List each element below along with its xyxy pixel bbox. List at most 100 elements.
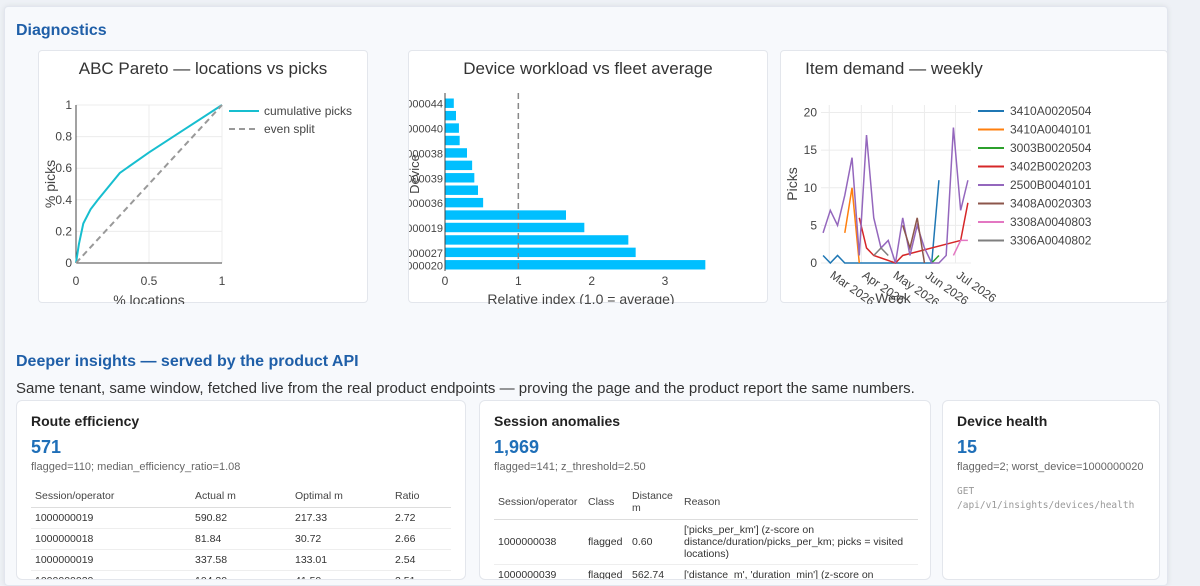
y-axis-label: Device — [409, 154, 422, 194]
optimal-cell: 30.72 — [291, 528, 391, 550]
session-cell: 1000000019 — [31, 507, 191, 529]
optimal-cell: 41.50 — [291, 570, 391, 579]
device-health-endpoint: GET /api/v1/insights/devices/health — [957, 486, 1135, 511]
y-tick-label: 0.6 — [55, 161, 72, 175]
legend-label: 3402B0020203 — [1010, 160, 1092, 174]
y-tick-label: 15 — [804, 143, 818, 157]
workload-chart-title: Device workload vs fleet average — [463, 59, 713, 78]
y-tick-label: 0.4 — [55, 193, 72, 207]
workload-bar — [445, 173, 475, 183]
y-axis-label: Picks — [784, 167, 800, 200]
route-efficiency-table: Session/operator Actual m Optimal m Rati… — [31, 485, 451, 579]
workload-bar — [445, 135, 460, 146]
x-axis-label: Week — [875, 290, 912, 304]
table-row: 1000000019 337.58 133.01 2.54 — [31, 549, 451, 571]
series-line — [952, 239, 968, 256]
pareto-chart-title: ABC Pareto — locations vs picks — [78, 59, 328, 78]
ratio-cell: 2.66 — [391, 528, 451, 550]
device-health-panel: Device health 15 flagged=2; worst_device… — [942, 400, 1160, 580]
y-tick-label: 000020 — [409, 260, 443, 272]
session-anomalies-panel: Session anomalies 1,969 flagged=141; z_t… — [479, 400, 931, 580]
actual-cell: 81.84 — [191, 528, 291, 550]
y-tick-label: 000036 — [409, 198, 443, 210]
series-line — [873, 246, 889, 256]
column-header: Optimal m — [291, 485, 391, 508]
actual-cell: 590.82 — [191, 507, 291, 529]
workload-bar — [445, 148, 467, 158]
insights-lead-text: Same tenant, same window, fetched live f… — [16, 380, 915, 397]
y-tick-label: 000039 — [409, 173, 443, 185]
x-axis-label: % locations — [113, 292, 185, 304]
column-header: Ratio — [391, 485, 451, 508]
table-row: 1000000038 flagged 0.60 ['picks_per_km']… — [494, 519, 918, 565]
session-anomalies-table: Session/operator Class Distance m Reason… — [494, 485, 918, 579]
legend-label: cumulative picks — [264, 104, 352, 118]
workload-bar — [445, 123, 459, 133]
y-tick-label: 0 — [810, 256, 817, 270]
y-tick-label: 20 — [804, 106, 818, 120]
series-line — [902, 217, 926, 264]
workload-bar — [445, 98, 454, 108]
y-tick-label: 1 — [65, 98, 72, 112]
pareto-chart-card: ABC Pareto — locations vs picks 0 0.5 1 0 0.… — [38, 50, 368, 304]
session-anomalies-meta: flagged=141; z_threshold=2.50 — [494, 461, 646, 473]
table-row: 1000000019 590.82 217.33 2.72 — [31, 507, 451, 529]
y-tick-label: 0.2 — [55, 224, 72, 238]
series-line — [844, 187, 861, 264]
workload-bar — [445, 260, 706, 270]
table-row: 1000000020 104.30 41.50 2.51 — [31, 570, 451, 579]
session-anomalies-title: Session anomalies — [494, 413, 621, 429]
x-tick-label: 2 — [588, 274, 595, 288]
series-line — [75, 104, 223, 264]
table-header-row: Session/operator Class Distance m Reason — [494, 485, 918, 520]
y-tick-label: 10 — [804, 181, 818, 195]
column-header: Session/operator — [494, 485, 584, 520]
optimal-cell: 217.33 — [291, 507, 391, 529]
demand-chart-title: Item demand — weekly — [805, 59, 983, 78]
pareto-chart: 0 0.5 1 0 0.2 0.4 0.6 0.8 1 % locations % picks cum… — [42, 98, 352, 304]
optimal-cell: 133.01 — [291, 549, 391, 571]
x-axis-label: Relative index (1.0 = average) — [487, 291, 674, 304]
route-efficiency-meta: flagged=110; median_efficiency_ratio=1.0… — [31, 461, 241, 473]
ratio-cell: 2.54 — [391, 549, 451, 571]
table-row: 1000000039 flagged 562.74 ['distance_m',… — [494, 564, 918, 579]
y-tick-label: 0 — [65, 256, 72, 270]
x-tick-label: 3 — [662, 274, 669, 288]
table-header-row: Session/operator Actual m Optimal m Rati… — [31, 485, 451, 508]
device-health-count: 15 — [957, 437, 978, 457]
distance-cell: 562.74 — [628, 564, 680, 579]
workload-bar — [445, 160, 473, 171]
table-row: 1000000018 81.84 30.72 2.66 — [31, 528, 451, 550]
route-efficiency-title: Route efficiency — [31, 413, 140, 429]
legend-label: 2500B0040101 — [1010, 178, 1092, 192]
workload-bar — [445, 247, 636, 258]
diagnostics-heading: Diagnostics — [16, 22, 107, 39]
column-header: Distance m — [628, 485, 680, 520]
column-header: Reason — [680, 485, 918, 520]
session-cell: 1000000020 — [31, 570, 191, 579]
workload-chart: 0000200000270000190000360000390000380000… — [409, 93, 706, 304]
workload-bar — [445, 197, 484, 208]
workload-bar — [445, 110, 456, 121]
workload-bar — [445, 185, 478, 195]
x-tick-label: 0 — [442, 274, 449, 288]
demand-chart-card: Item demand — weekly 0 5 10 15 20 Mar 2026 Apr… — [780, 50, 1168, 304]
workload-chart-card: Device workload vs fleet average 000020 0… — [408, 50, 768, 304]
legend-label: 3308A0040803 — [1010, 215, 1092, 229]
x-tick-label: 1 — [219, 274, 226, 288]
actual-cell: 104.30 — [191, 570, 291, 579]
device-health-title: Device health — [957, 413, 1048, 429]
reason-cell: ['picks_per_km'] (z-score on distance/du… — [680, 519, 918, 565]
ratio-cell: 2.72 — [391, 507, 451, 529]
session-anomalies-count: 1,969 — [494, 437, 540, 457]
y-tick-label: 000019 — [409, 223, 443, 235]
legend-label: 3306A0040802 — [1010, 234, 1092, 248]
legend-label: even split — [264, 122, 315, 136]
class-cell: flagged — [584, 519, 628, 565]
session-cell: 1000000019 — [31, 549, 191, 571]
x-tick-label: 0.5 — [141, 274, 158, 288]
workload-bar — [445, 210, 566, 220]
session-cell: 1000000039 — [494, 564, 584, 579]
session-cell: 1000000018 — [31, 528, 191, 550]
